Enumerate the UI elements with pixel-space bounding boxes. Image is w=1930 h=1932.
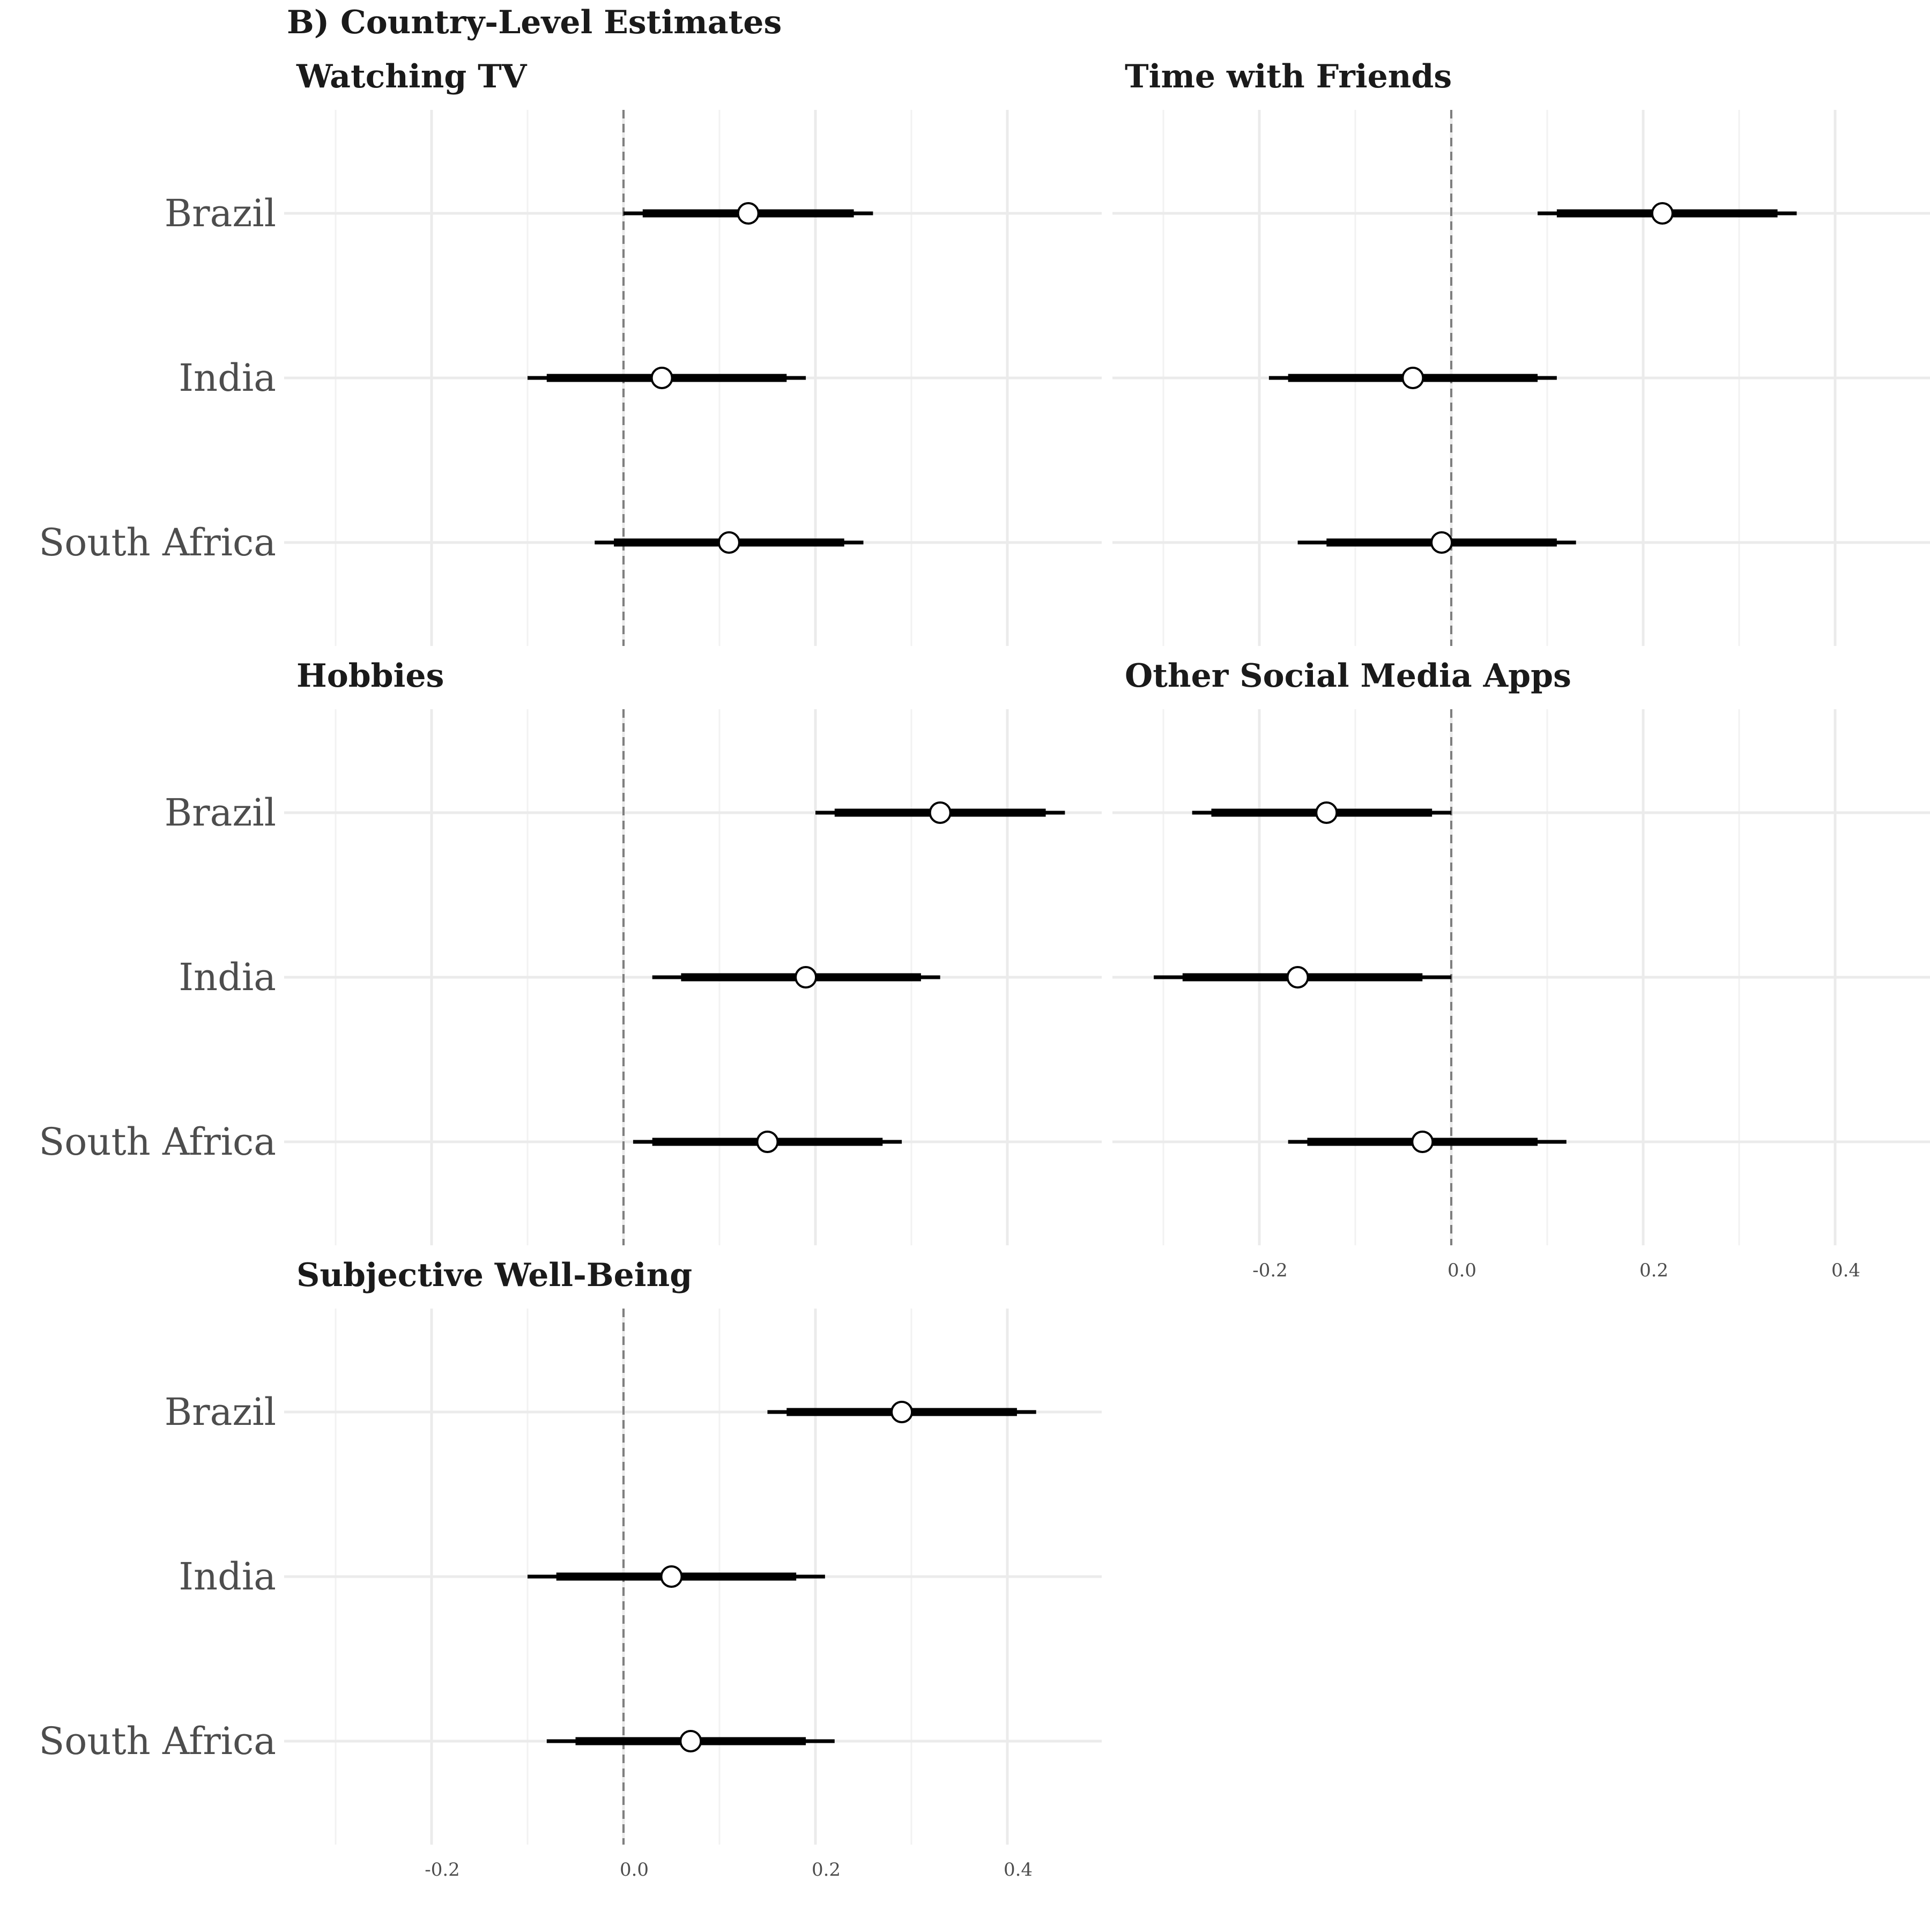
facet-panel: Watching TV Brazil India South Africa bbox=[39, 58, 1102, 646]
point-estimate bbox=[890, 1401, 914, 1423]
point-estimate bbox=[795, 966, 818, 989]
point-estimate bbox=[1401, 367, 1424, 389]
facet-title: Subjective Well-Being bbox=[296, 1257, 692, 1294]
point-estimate bbox=[756, 1131, 779, 1153]
category-label: South Africa bbox=[39, 521, 276, 564]
facet-title: Other Social Media Apps bbox=[1125, 657, 1571, 695]
category-label: Brazil bbox=[165, 191, 276, 235]
category-label: India bbox=[179, 955, 276, 999]
point-estimate bbox=[737, 202, 760, 225]
point-estimate bbox=[717, 531, 740, 554]
x-tick-label: 0.2 bbox=[812, 1859, 841, 1881]
point-estimate bbox=[1430, 531, 1453, 554]
category-label: South Africa bbox=[39, 1719, 276, 1763]
point-estimate bbox=[929, 801, 952, 824]
point-estimate bbox=[1286, 966, 1309, 989]
facet-panel: Subjective Well-Being Brazil India South Af… bbox=[39, 1257, 1102, 1881]
facet-panel: Other Social Media Apps -0.2 0.0 0.2 0.4 bbox=[1112, 657, 1930, 1281]
point-estimate bbox=[679, 1730, 702, 1752]
x-tick-label: -0.2 bbox=[425, 1859, 460, 1881]
category-label: India bbox=[179, 1555, 276, 1599]
x-tick-label: 0.4 bbox=[1004, 1859, 1033, 1881]
category-label: India bbox=[179, 356, 276, 400]
point-estimate bbox=[650, 367, 673, 389]
point-estimate bbox=[1315, 801, 1338, 824]
point-estimate bbox=[660, 1565, 683, 1588]
facet-title: Watching TV bbox=[296, 58, 528, 95]
x-tick-label: 0.2 bbox=[1639, 1260, 1668, 1281]
point-estimate bbox=[1651, 202, 1674, 225]
x-tick-label: 0.0 bbox=[620, 1859, 649, 1881]
facet-panel: Time with Friends bbox=[1112, 58, 1930, 646]
x-tick-label: -0.2 bbox=[1252, 1260, 1288, 1281]
facet-title: Time with Friends bbox=[1125, 58, 1452, 95]
facet-panel: Hobbies Brazil India South Africa bbox=[39, 657, 1102, 1245]
facet-title: Hobbies bbox=[296, 657, 444, 695]
x-tick-label: 0.4 bbox=[1831, 1260, 1860, 1281]
category-label: Brazil bbox=[165, 791, 276, 835]
chart-title: B) Country-Level Estimates bbox=[287, 4, 782, 41]
point-estimate bbox=[1411, 1131, 1434, 1153]
category-label: Brazil bbox=[165, 1390, 276, 1434]
x-tick-label: 0.0 bbox=[1448, 1260, 1476, 1281]
category-label: South Africa bbox=[39, 1120, 276, 1164]
